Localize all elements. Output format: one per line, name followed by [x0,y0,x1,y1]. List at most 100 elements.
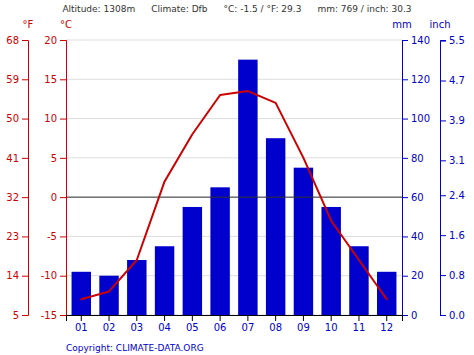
tick-label: 0.0 [449,310,465,321]
tick: 4.7 [440,75,465,86]
tick-label: 02 [103,322,116,333]
tick-mark [22,40,28,41]
tick-mark [60,40,66,41]
tick-mark [402,197,408,198]
tick: 50 [6,113,28,124]
tick-mark [60,197,66,198]
tick-mark [192,315,193,321]
tick-label: 5.5 [449,35,465,46]
tick-label: 03 [130,322,143,333]
tick-mark [440,275,446,276]
tick: 01 [75,315,88,333]
axis-line [441,41,447,316]
tick-label: 80 [411,153,424,164]
axis-line [67,316,403,322]
grid-line [66,236,402,237]
y-axis: -15 -10 -5 0 5 10 15 20 [41,35,67,321]
tick: -15 [41,310,66,321]
tick: 23 [6,231,28,242]
tick: 09 [297,315,310,333]
tick: 0 [402,310,417,321]
tick: 14 [6,270,28,281]
bar [72,272,91,315]
tick-label: 12 [380,322,393,333]
tick: -10 [41,270,66,281]
tick-mark [440,160,446,161]
caption: Copyright: CLIMATE-DATA.ORG [66,343,204,353]
tick-label: 14 [6,270,19,281]
tick-mark [109,315,110,321]
grid-line [66,118,402,119]
tick: 03 [130,315,143,333]
tick-label: 07 [242,322,255,333]
tick-label: 3.9 [449,115,465,126]
tick-mark [60,158,66,159]
tick-mark [386,315,387,321]
tick-label: 2.4 [449,190,465,201]
tick-label: 68 [6,35,19,46]
tick-mark [220,315,221,321]
tick-label: 23 [6,231,19,242]
tick: 40 [402,231,424,242]
tick-mark [402,236,408,237]
tick-label: 3.1 [449,155,465,166]
tick-mark [22,276,28,277]
tick-label: 10 [44,113,57,124]
tick: 10 [44,113,66,124]
bar [349,246,368,315]
tick: 100 [402,113,430,124]
bar [377,272,396,315]
tick-label: 0 [411,310,417,321]
plot-area [66,60,402,315]
tick-label: 59 [6,74,19,85]
tick-label: 100 [411,113,430,124]
tick: 05 [186,315,199,333]
tick-mark [22,158,28,159]
tick: 20 [402,270,424,281]
tick-label: -10 [41,270,57,281]
tick-mark [440,315,446,316]
tick: 10 [325,315,338,333]
tick-mark [402,40,408,41]
x-axis: 010203040506070809101112 [67,315,403,333]
bar [155,246,174,315]
tick: 12 [380,315,393,333]
axis-line [403,41,409,316]
zero-line [66,197,402,198]
tick: 2.4 [440,190,465,201]
tick: 02 [103,315,116,333]
tick-label: 40 [411,231,424,242]
tick-mark [22,236,28,237]
tick: 08 [269,315,282,333]
tick: 80 [402,153,424,164]
tick-mark [358,315,359,321]
tick: -5 [47,231,66,242]
tick-label: 41 [6,153,19,164]
bar [266,138,285,315]
tick: 20 [44,35,66,46]
tick-mark [22,197,28,198]
tick: 5 [13,310,28,321]
tick-label: 01 [75,322,88,333]
tick-mark [440,195,446,196]
tick: 59 [6,74,28,85]
axis-label: °F [23,19,34,30]
tick: 5 [51,153,66,164]
tick: 0 [51,192,66,203]
tick-mark [60,79,66,80]
tick-mark [60,236,66,237]
tick-label: 15 [44,74,57,85]
tick: 07 [242,315,255,333]
tick-label: 50 [6,113,19,124]
tick-mark [402,119,408,120]
tick-label: 0 [51,192,57,203]
tick: 15 [44,74,66,85]
tick-mark [22,119,28,120]
tick-label: 11 [353,322,366,333]
tick-label: 10 [325,322,338,333]
tick-label: 5 [51,153,57,164]
grid-line [66,40,402,41]
tick: 60 [402,192,424,203]
tick-label: 20 [411,270,424,281]
tick: 3.9 [440,115,465,126]
